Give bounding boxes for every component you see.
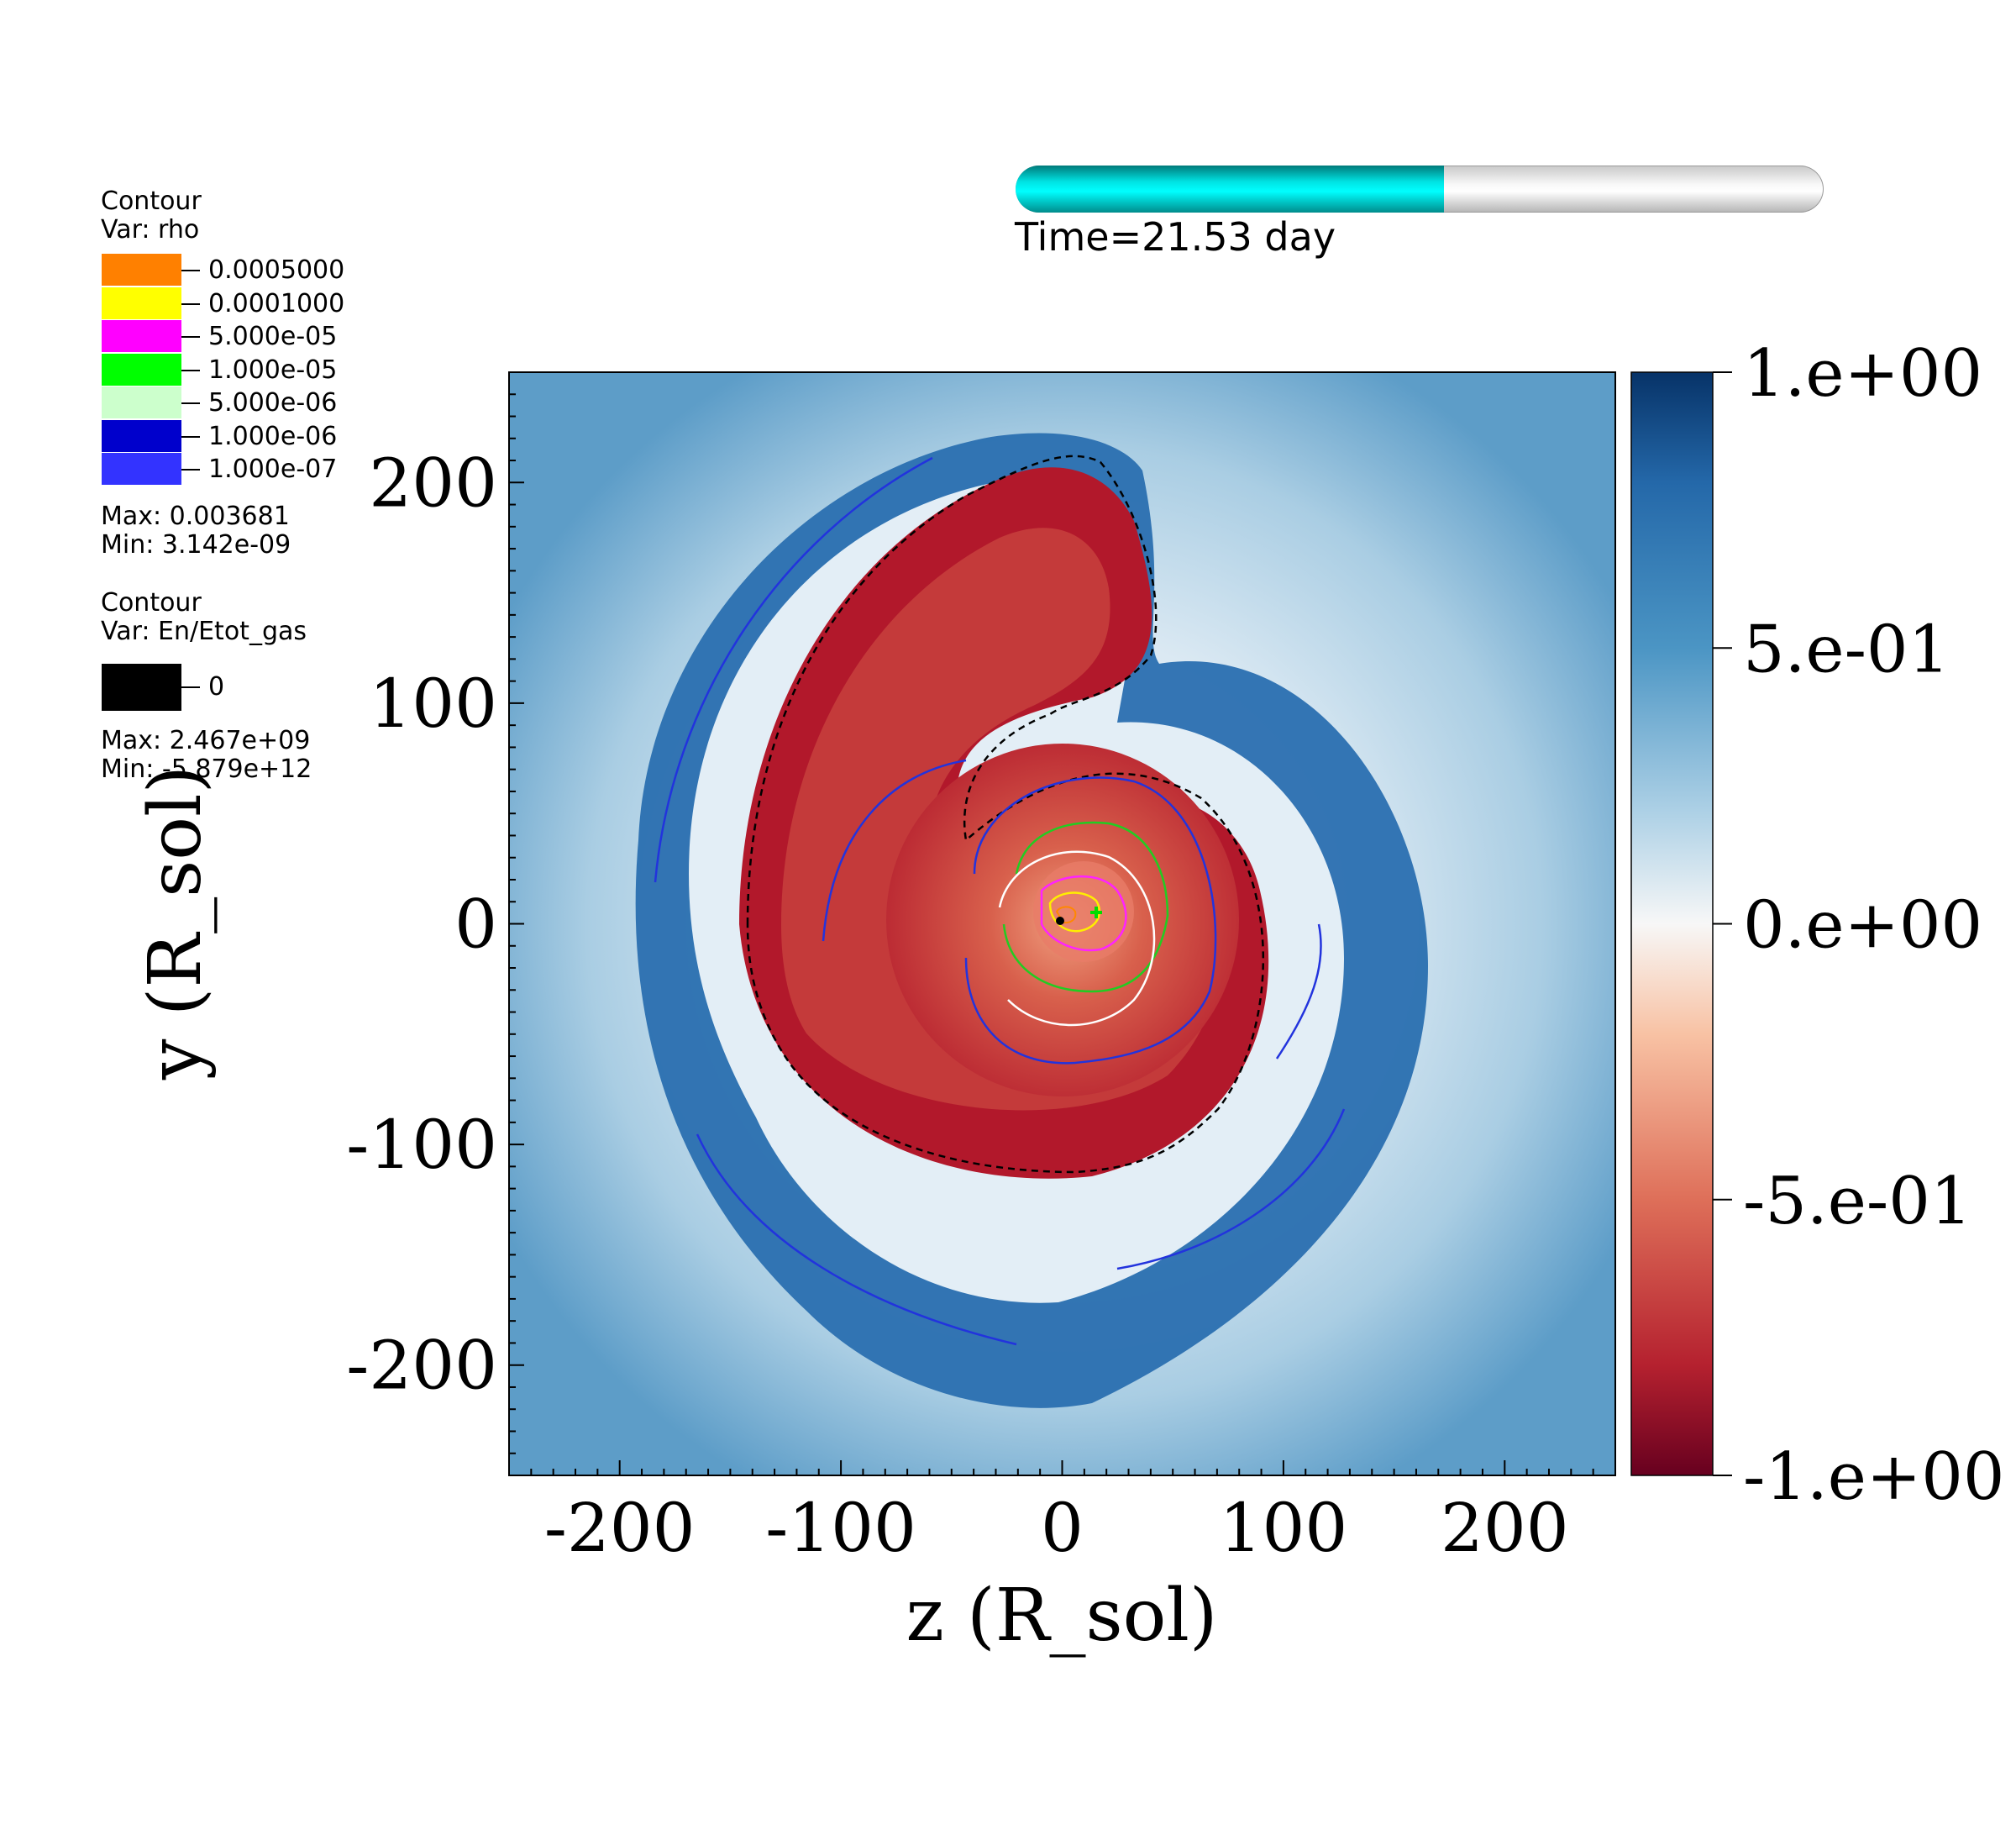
x-axis-label: z (R_sol)	[906, 1574, 1218, 1658]
x-tick-label: -100	[765, 1489, 916, 1567]
energy-legend-var: Var: En/Etot_gas	[101, 617, 307, 646]
rho-legend-swatch	[102, 453, 181, 485]
x-axis: -200 -100 0 100 200	[508, 1460, 1616, 1567]
rho-legend-label: 5.000e-05	[208, 322, 338, 351]
x-tick-label: 200	[1441, 1489, 1569, 1567]
x-tick-label: 0	[1041, 1489, 1084, 1567]
energy-legend-tick	[181, 686, 200, 688]
rho-legend-tick	[181, 402, 200, 404]
colorbar-tick-label: 5.e-01	[1743, 612, 1950, 687]
rho-legend-min: Min: 3.142e-09	[101, 530, 291, 560]
y-tick-label: 0	[454, 886, 497, 964]
y-axis: 200 100 0 -100 -200	[346, 371, 524, 1476]
colorbar-tick-label: 1.e+00	[1743, 336, 1982, 412]
colorbar-tick-label: -1.e+00	[1743, 1439, 2005, 1515]
x-tick-label: -200	[544, 1489, 696, 1567]
rho-legend-label: 5.000e-06	[208, 388, 338, 418]
energy-legend-title: Contour	[101, 588, 202, 618]
colorbar	[1630, 371, 1714, 1476]
rho-legend-swatch	[102, 386, 181, 418]
rho-legend-label: 1.000e-07	[208, 455, 338, 484]
rho-legend-tick	[181, 469, 200, 471]
companion-marker	[1090, 907, 1102, 918]
rho-legend-tick	[181, 302, 200, 305]
time-slider[interactable]	[1016, 166, 1824, 213]
rho-legend-var: Var: rho	[101, 215, 200, 244]
rho-legend-max: Max: 0.003681	[101, 502, 290, 531]
y-tick-label: -200	[346, 1327, 497, 1405]
rho-legend-tick	[181, 270, 200, 271]
heatmap-field	[509, 372, 1615, 1475]
colorbar-ticks: 1.e+00 5.e-01 0.e+00 -5.e-01 -1.e+00	[1713, 336, 2005, 1515]
energy-legend-label: 0	[208, 672, 225, 702]
primary-core-marker	[1056, 917, 1064, 925]
rho-legend-label: 0.0005000	[208, 255, 345, 285]
colorbar-tick-label: 0.e+00	[1743, 888, 1982, 964]
rho-legend-swatch	[102, 320, 181, 352]
y-axis-label: y (R_sol)	[134, 765, 218, 1080]
rho-legend-swatch	[102, 353, 181, 386]
rho-legend-tick	[181, 435, 200, 438]
time-slider-fill	[1016, 166, 1444, 213]
y-tick-label: -100	[346, 1106, 497, 1184]
rho-legend-swatch	[102, 254, 181, 286]
y-tick-label: 200	[369, 444, 497, 522]
energy-legend-max: Max: 2.467e+09	[101, 726, 311, 755]
rho-legend-title: Contour	[101, 187, 202, 216]
x-tick-label: 100	[1220, 1489, 1348, 1567]
colorbar-tick-label: -5.e-01	[1743, 1164, 1972, 1239]
rho-legend-label: 1.000e-06	[208, 421, 338, 451]
energy-legend-swatch	[102, 664, 181, 711]
rho-legend-tick	[181, 369, 200, 371]
rho-legend-swatch	[102, 287, 181, 319]
time-label: Time=21.53 day	[1015, 214, 1336, 260]
rho-legend-swatch	[102, 419, 181, 452]
rho-legend-label: 0.0001000	[208, 288, 345, 318]
energy-legend-min: Min: -5.879e+12	[101, 755, 312, 784]
y-tick-label: 100	[369, 665, 497, 743]
rho-legend-tick	[181, 336, 200, 338]
rho-legend-label: 1.000e-05	[208, 355, 338, 385]
